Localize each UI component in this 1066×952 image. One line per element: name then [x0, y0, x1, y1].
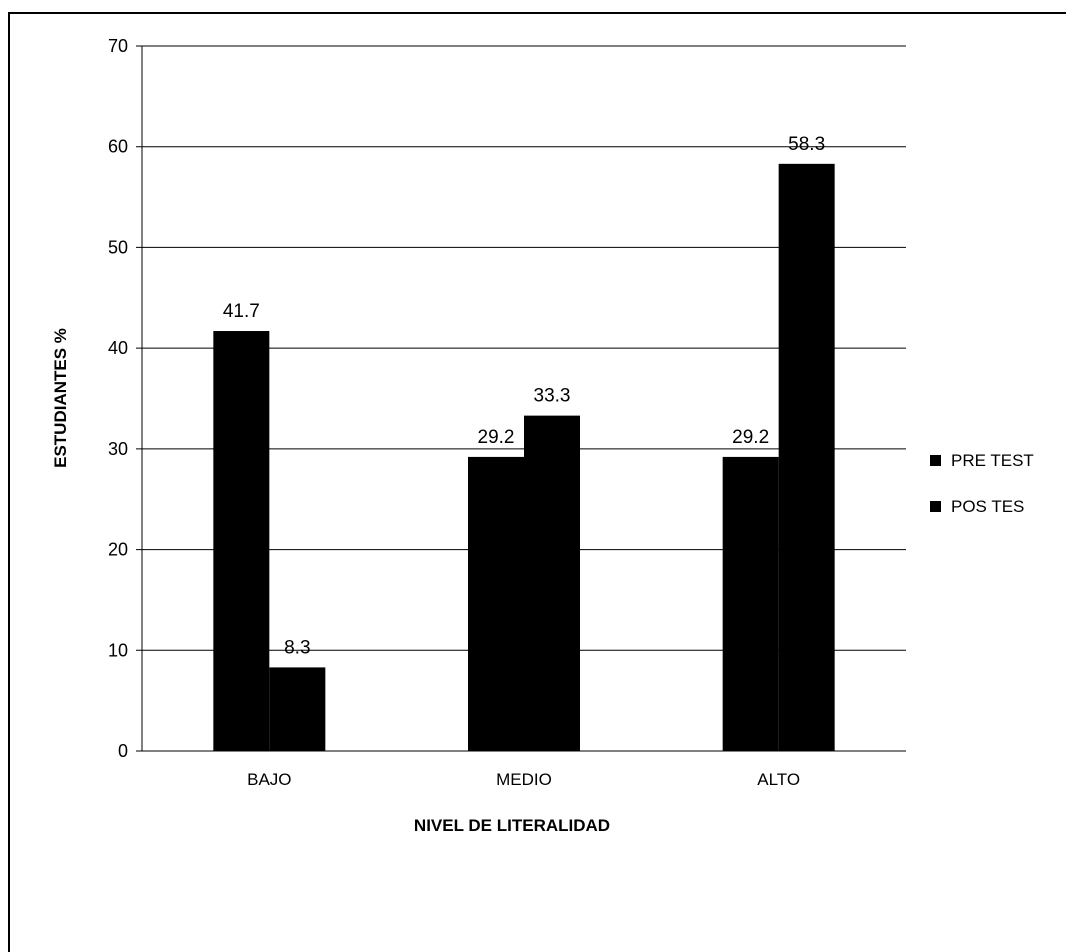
y-axis-title: ESTUDIANTES %: [51, 328, 70, 468]
y-tick-label-30: 30: [108, 439, 128, 459]
y-tick-label-70: 70: [108, 36, 128, 56]
data-label-alto-series-1: 29.2: [732, 427, 769, 448]
data-label-bajo-series-2: 8.3: [284, 637, 310, 658]
x-category-labels: BAJO MEDIO ALTO: [247, 770, 800, 789]
bar-alto-series-2: [778, 163, 835, 752]
y-tick-labels: 0 10 20 30 40 50 60 70: [108, 36, 128, 761]
bars: [213, 163, 835, 752]
data-labels: 41.7 8.3 29.2 33.3 29.2 58.3: [223, 134, 825, 659]
y-tick-label-60: 60: [108, 137, 128, 157]
legend-swatch-series-1: [930, 455, 941, 466]
y-tick-label-50: 50: [108, 237, 128, 257]
bar-bajo-series-2: [269, 667, 326, 751]
legend-label-series-1: PRE TEST: [951, 451, 1034, 470]
x-axis-title: NIVEL DE LITERALIDAD: [414, 816, 610, 835]
legend-swatch-series-2: [930, 501, 941, 512]
chart-frame: [8, 12, 1066, 952]
bar-medio-series-1: [468, 456, 524, 751]
y-tick-label-40: 40: [108, 338, 128, 358]
data-label-medio-series-1: 29.2: [478, 427, 515, 448]
y-tick-label-0: 0: [118, 741, 128, 761]
data-label-bajo-series-1: 41.7: [223, 301, 260, 322]
data-label-medio-series-2: 33.3: [534, 386, 571, 407]
y-tick-label-10: 10: [108, 640, 128, 660]
bar-bajo-series-1: [213, 331, 270, 751]
x-category-label-bajo: BAJO: [247, 770, 291, 789]
y-tick-label-20: 20: [108, 540, 128, 560]
data-label-alto-series-2: 58.3: [788, 134, 825, 155]
legend: PRE TEST POS TES: [930, 451, 1034, 516]
bar-alto-series-1: [722, 456, 779, 751]
bar-medio-series-2: [524, 415, 580, 751]
legend-label-series-2: POS TES: [951, 497, 1024, 516]
x-category-label-medio: MEDIO: [496, 770, 552, 789]
x-category-label-alto: ALTO: [757, 770, 800, 789]
